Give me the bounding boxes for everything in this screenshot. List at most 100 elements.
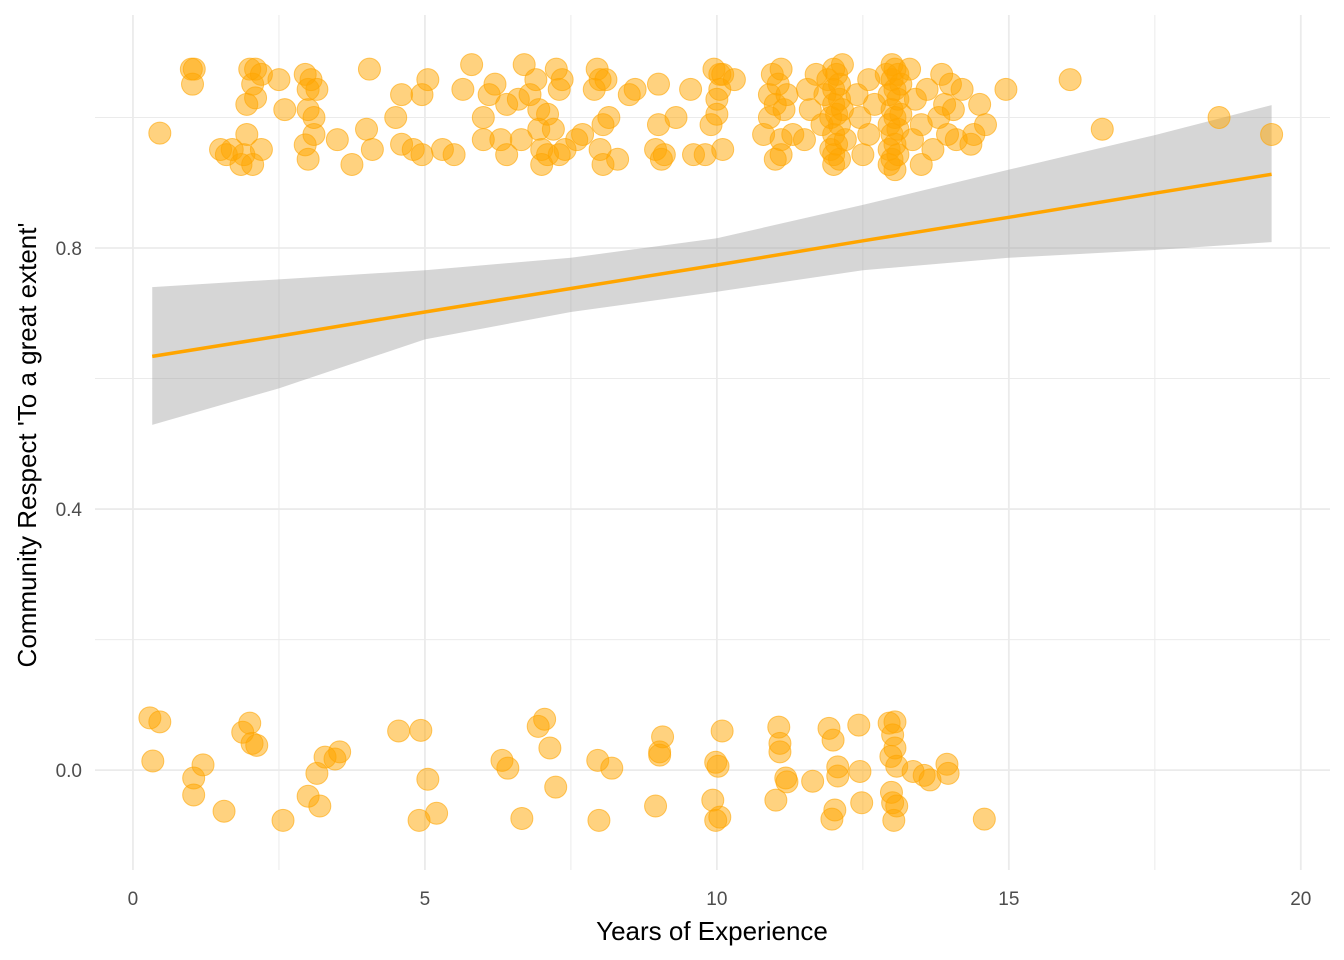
data-point: [857, 122, 881, 146]
x-tick-label: 15: [998, 889, 1019, 910]
data-point: [648, 743, 672, 767]
data-point: [308, 794, 332, 818]
data-point: [775, 770, 799, 794]
data-point: [792, 128, 816, 152]
data-point: [600, 756, 624, 780]
data-point: [541, 117, 565, 141]
data-point: [769, 143, 793, 167]
x-tick-label: 5: [420, 889, 431, 910]
data-point: [606, 147, 630, 171]
data-point: [711, 137, 735, 161]
data-point: [847, 713, 871, 737]
data-point: [533, 707, 557, 731]
data-point: [328, 740, 352, 764]
data-point: [722, 68, 746, 92]
data-point: [968, 92, 992, 116]
data-point: [826, 764, 850, 788]
data-point: [296, 147, 320, 171]
data-point: [524, 68, 548, 92]
data-point: [325, 128, 349, 152]
data-point: [244, 86, 268, 110]
tick-labels: 0 5 10 15 20 0.0 0.4 0.8: [56, 239, 1312, 910]
data-point: [994, 77, 1018, 101]
data-point: [882, 808, 906, 832]
data-point: [141, 749, 165, 773]
data-point: [267, 68, 291, 92]
data-point: [148, 710, 172, 734]
data-point: [238, 711, 262, 735]
data-point: [646, 72, 670, 96]
data-point: [235, 122, 259, 146]
data-point: [889, 102, 913, 126]
data-point: [544, 775, 568, 799]
data-point: [509, 128, 533, 152]
data-point: [550, 68, 574, 92]
points: [138, 53, 1284, 832]
data-point: [833, 128, 857, 152]
data-point: [973, 113, 997, 137]
data-point: [801, 769, 825, 793]
x-tick-label: 0: [128, 889, 139, 910]
data-point: [390, 83, 414, 107]
data-point: [471, 105, 495, 129]
data-point: [950, 77, 974, 101]
data-point: [708, 805, 732, 829]
data-point: [820, 807, 844, 831]
data-point: [355, 117, 379, 141]
x-tick-label: 10: [706, 889, 727, 910]
data-point: [921, 137, 945, 161]
data-point: [271, 808, 295, 832]
data-point: [644, 794, 668, 818]
data-point: [769, 57, 793, 81]
y-axis-label: Community Respect 'To a great extent': [12, 223, 42, 668]
data-point: [302, 105, 326, 129]
data-point: [710, 719, 734, 743]
data-point: [850, 791, 874, 815]
data-point: [915, 77, 939, 101]
data-point: [1058, 68, 1082, 92]
data-point: [182, 783, 206, 807]
data-point: [1090, 117, 1114, 141]
data-point: [830, 53, 854, 77]
y-tick-label: 0.8: [56, 239, 82, 260]
data-point: [495, 143, 519, 167]
data-point: [936, 761, 960, 785]
data-point: [340, 152, 364, 176]
data-point: [768, 740, 792, 764]
data-point: [416, 68, 440, 92]
data-point: [623, 77, 647, 101]
data-point: [410, 143, 434, 167]
x-axis-label: Years of Experience: [596, 916, 828, 946]
data-point: [148, 121, 172, 145]
data-point: [483, 72, 507, 96]
data-point: [594, 68, 618, 92]
data-point: [571, 122, 595, 146]
fit-line: [151, 172, 1272, 359]
data-point: [705, 102, 729, 126]
data-point: [460, 53, 484, 77]
data-point: [191, 753, 215, 777]
data-point: [898, 57, 922, 81]
data-point: [510, 806, 534, 830]
data-point: [652, 143, 676, 167]
data-point: [538, 736, 562, 760]
data-point: [409, 718, 433, 742]
data-point: [597, 105, 621, 129]
data-point: [416, 767, 440, 791]
data-point: [496, 756, 520, 780]
data-point: [245, 733, 269, 757]
data-point: [972, 807, 996, 831]
data-point: [1207, 105, 1231, 129]
data-point: [775, 83, 799, 107]
data-point: [848, 759, 872, 783]
y-tick-label: 0.4: [56, 500, 83, 521]
data-point: [273, 98, 297, 122]
data-point: [828, 147, 852, 171]
data-point: [249, 137, 273, 161]
data-point: [384, 105, 408, 129]
x-tick-label: 20: [1290, 889, 1311, 910]
data-point: [212, 799, 236, 823]
data-point: [851, 143, 875, 167]
data-point: [664, 105, 688, 129]
